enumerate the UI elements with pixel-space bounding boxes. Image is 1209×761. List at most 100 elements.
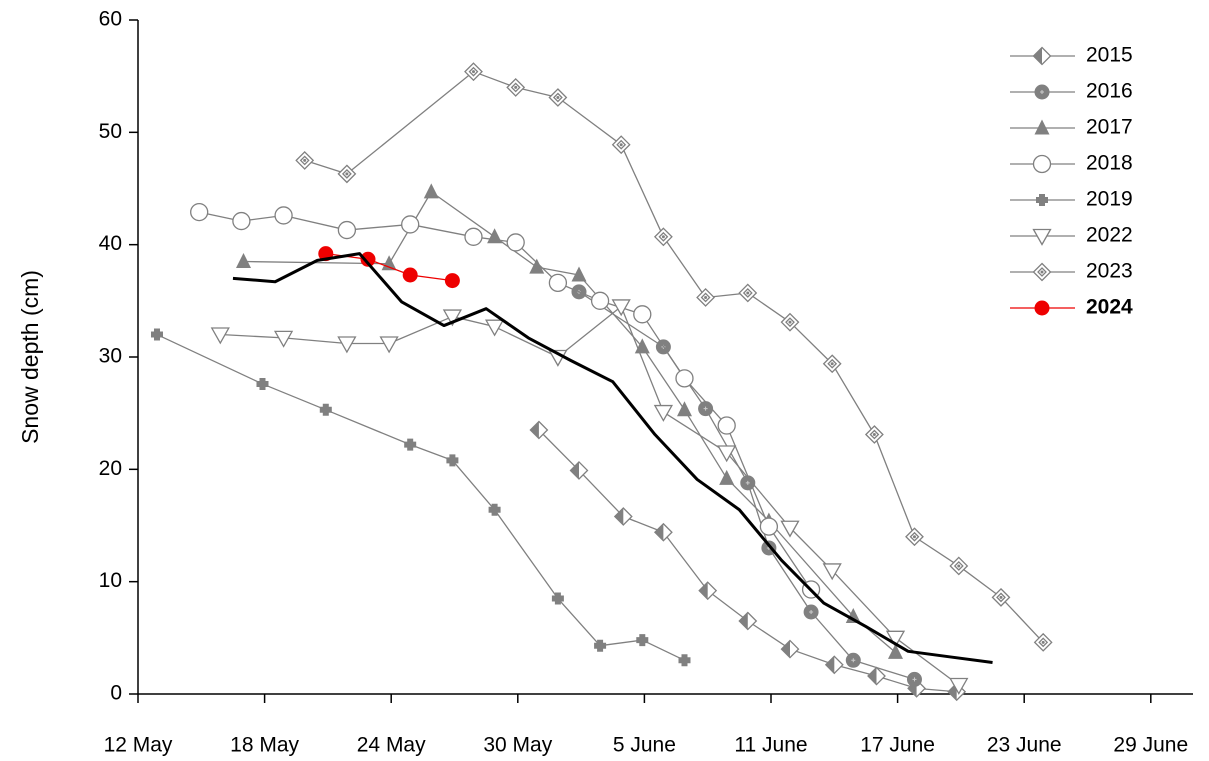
marker-part: [1036, 194, 1048, 206]
marker-part: [872, 433, 876, 437]
marker: [1036, 194, 1048, 206]
x-tick-label: 24 May: [357, 734, 426, 757]
marker: [337, 336, 357, 354]
marker-part: [868, 667, 877, 685]
marker: [236, 253, 251, 269]
marker: [590, 291, 610, 310]
marker: [759, 517, 779, 536]
marker-part: [570, 461, 579, 479]
marker: [1032, 154, 1052, 174]
marker-part: [1034, 300, 1050, 316]
x-tick-label: 23 June: [987, 734, 1062, 757]
y-tick-label: 60: [99, 8, 122, 31]
marker-part: [909, 531, 920, 542]
marker: [1034, 119, 1050, 135]
marker: [780, 639, 800, 659]
marker: [738, 283, 758, 303]
y-tick-label: 40: [99, 232, 122, 255]
x-tick-label: 17 June: [860, 734, 935, 757]
x-tick-label: 5 June: [613, 734, 676, 757]
marker: [232, 211, 251, 231]
marker: [905, 527, 924, 547]
marker: [864, 425, 884, 444]
y-tick-label: 30: [99, 345, 122, 368]
marker-part: [402, 267, 418, 283]
marker-part: [571, 266, 587, 282]
marker: [487, 228, 503, 244]
marker-part: [654, 523, 664, 541]
marker: [381, 255, 397, 271]
marker: [594, 639, 607, 652]
marker: [698, 401, 714, 417]
marker-part: [1034, 119, 1050, 135]
marker-part: [700, 292, 711, 303]
marker-part: [616, 139, 627, 150]
marker-part: [785, 317, 795, 328]
marker-part: [1037, 267, 1047, 277]
marker-part: [912, 677, 917, 682]
marker: [717, 445, 737, 463]
marker: [780, 312, 800, 332]
marker: [696, 288, 716, 307]
marker: [611, 299, 631, 317]
x-tick-label: 30 May: [483, 734, 552, 757]
marker: [991, 587, 1011, 607]
marker: [1034, 84, 1050, 100]
marker: [446, 454, 459, 467]
marker-part: [619, 143, 623, 147]
marker: [1034, 300, 1050, 316]
marker-part: [996, 592, 1006, 603]
x-tick-label: 11 June: [734, 734, 807, 757]
marker: [571, 266, 587, 282]
x-tick-label: 18 May: [230, 734, 299, 757]
marker: [822, 563, 842, 581]
marker: [256, 377, 269, 390]
y-tick-label: 10: [99, 569, 122, 592]
marker-part: [614, 508, 624, 526]
marker: [319, 403, 332, 416]
marker: [678, 654, 691, 667]
marker: [1032, 262, 1052, 282]
marker-part: [337, 220, 357, 240]
marker-part: [717, 445, 737, 463]
marker: [529, 258, 545, 274]
marker-part: [912, 535, 916, 539]
marker: [675, 369, 694, 388]
marker: [401, 215, 420, 234]
legend-label: 2015: [1086, 44, 1133, 67]
legend-label: 2016: [1086, 80, 1133, 103]
marker-part: [780, 520, 800, 538]
marker: [822, 354, 842, 374]
marker-part: [759, 517, 779, 536]
marker: [337, 220, 357, 240]
marker-part: [661, 235, 665, 239]
marker-part: [633, 305, 652, 324]
marker: [379, 336, 399, 354]
marker: [569, 461, 589, 480]
marker: [949, 556, 969, 576]
marker: [210, 327, 230, 345]
marker-part: [869, 429, 880, 440]
marker: [1032, 228, 1052, 246]
marker: [548, 88, 568, 107]
marker: [442, 309, 463, 327]
marker-part: [594, 639, 607, 652]
x-tick-label: 12 May: [104, 734, 173, 757]
marker: [698, 581, 718, 601]
marker: [484, 319, 505, 337]
marker-part: [381, 255, 397, 271]
marker: [1033, 632, 1053, 652]
marker: [404, 438, 417, 451]
legend-label: 2019: [1086, 188, 1133, 211]
series-line: [304, 71, 1044, 643]
marker: [548, 273, 568, 293]
legend-label: 2018: [1086, 152, 1133, 175]
marker-part: [506, 233, 525, 252]
marker-part: [1040, 90, 1044, 94]
y-tick-label: 50: [99, 120, 122, 143]
marker-part: [827, 358, 838, 369]
marker-part: [590, 291, 610, 310]
marker-part: [273, 330, 294, 348]
marker: [867, 666, 886, 686]
